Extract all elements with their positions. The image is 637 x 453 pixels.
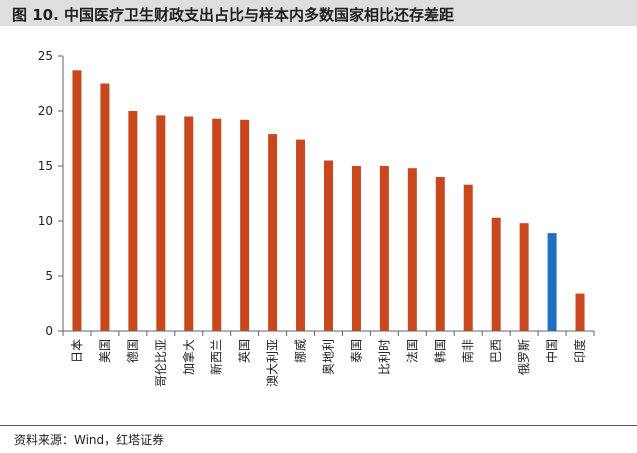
bar-17 (519, 223, 529, 331)
bar-12 (379, 166, 389, 331)
bar-14 (435, 177, 445, 331)
x-category-label: 法国 (405, 339, 419, 363)
bar-11 (351, 166, 361, 331)
bars (72, 70, 585, 332)
y-tick-label: 15 (38, 159, 53, 173)
source-note: 资料来源：Wind，红塔证券 (14, 433, 165, 447)
y-tick-label: 0 (45, 324, 53, 338)
x-category-label: 澳大利亚 (266, 339, 280, 387)
x-category-label: 德国 (125, 339, 140, 363)
bar-6 (212, 118, 222, 331)
bar-13 (407, 168, 417, 331)
bar-15 (463, 184, 473, 331)
y-tick-label: 10 (38, 214, 53, 228)
bar-chart: 0 5 10 15 20 25 日本 美国 德国 哥伦比亚 加拿大 新西兰 英国 澳大利亚 挪威 奥地利 泰国… (38, 49, 595, 387)
bar-4 (156, 115, 166, 332)
x-category-label: 泰国 (349, 339, 363, 363)
x-category-label: 南非 (460, 339, 475, 363)
x-category-label: 新西兰 (209, 339, 224, 375)
bar-9 (296, 139, 306, 331)
bar-10 (324, 160, 333, 331)
x-category-label: 奥地利 (322, 339, 336, 375)
x-category-label: 英国 (238, 339, 252, 363)
bar-1 (72, 70, 82, 332)
x-category-label: 巴西 (489, 339, 503, 363)
x-category-label: 印度 (572, 339, 587, 363)
x-category-label: 韩国 (432, 339, 447, 363)
x-category-label: 美国 (98, 339, 112, 363)
y-tick-label: 20 (38, 104, 53, 118)
title-bar: 图 10. 中国医疗卫生财政支出占比与样本内多数国家相比还存差距 (0, 0, 637, 26)
x-axis: 日本 美国 德国 哥伦比亚 加拿大 新西兰 英国 澳大利亚 挪威 奥地利 泰国 比利时 法国 韩国 南非 巴西… (62, 330, 595, 387)
y-axis: 0 5 10 15 20 25 (38, 49, 64, 338)
bar-16 (491, 217, 501, 331)
x-category-label: 比利时 (377, 339, 391, 375)
x-category-label: 中国 (544, 339, 559, 363)
figure-title: 图 10. 中国医疗卫生财政支出占比与样本内多数国家相比还存差距 (12, 6, 455, 24)
x-category-label: 加拿大 (181, 339, 196, 375)
bar-19 (575, 293, 585, 331)
source-divider (0, 425, 637, 426)
x-category-label: 俄罗斯 (517, 339, 531, 375)
bar-2 (100, 83, 110, 331)
bar-7 (240, 119, 250, 331)
bar-18 (547, 233, 557, 331)
bar-5 (184, 116, 194, 331)
y-tick-label: 5 (45, 269, 53, 283)
bar-8 (268, 134, 278, 331)
y-tick-label: 25 (38, 49, 53, 63)
x-category-label: 挪威 (294, 339, 308, 363)
x-category-label: 日本 (70, 339, 84, 363)
x-category-label: 哥伦比亚 (153, 339, 168, 387)
bar-3 (128, 111, 138, 331)
